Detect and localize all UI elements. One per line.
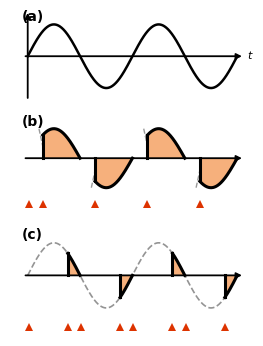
Text: (c): (c) [22,228,43,242]
Text: (b): (b) [22,116,44,129]
Text: t: t [247,51,252,61]
Text: (a): (a) [22,10,44,24]
